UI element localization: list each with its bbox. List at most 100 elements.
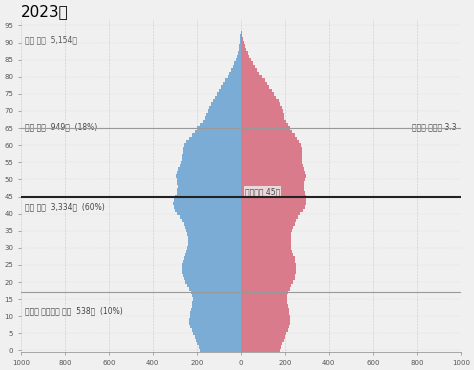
Bar — [241, 311, 289, 314]
Bar — [241, 54, 249, 58]
Bar — [200, 123, 241, 127]
Bar — [189, 287, 241, 290]
Bar — [177, 188, 241, 191]
Bar — [241, 140, 300, 144]
Bar — [202, 120, 241, 123]
Bar — [241, 181, 304, 185]
Bar — [241, 345, 281, 349]
Bar — [241, 339, 283, 342]
Bar — [175, 209, 241, 212]
Bar — [241, 342, 282, 345]
Bar — [180, 164, 241, 168]
Bar — [200, 349, 241, 352]
Bar — [196, 339, 241, 342]
Bar — [186, 249, 241, 253]
Bar — [217, 92, 241, 95]
Bar — [182, 219, 241, 222]
Bar — [241, 157, 301, 161]
Bar — [184, 144, 241, 147]
Bar — [241, 102, 281, 106]
Bar — [241, 277, 294, 280]
Bar — [241, 263, 296, 267]
Bar — [241, 89, 272, 92]
Bar — [240, 37, 241, 41]
Bar — [192, 297, 241, 301]
Bar — [241, 188, 304, 191]
Bar — [237, 54, 241, 58]
Bar — [241, 270, 296, 273]
Bar — [191, 290, 241, 294]
Bar — [241, 127, 290, 130]
Bar — [185, 226, 241, 229]
Bar — [241, 31, 242, 34]
Bar — [186, 140, 241, 144]
Bar — [241, 301, 287, 304]
Text: 초중고 취학연령 인구  538만  (10%): 초중고 취학연령 인구 538만 (10%) — [25, 307, 123, 316]
Bar — [241, 308, 289, 311]
Bar — [188, 239, 241, 243]
Bar — [177, 191, 241, 195]
Bar — [241, 51, 247, 54]
Bar — [228, 75, 241, 78]
Bar — [188, 236, 241, 239]
Bar — [189, 318, 241, 322]
Bar — [241, 61, 253, 65]
Bar — [178, 185, 241, 188]
Bar — [184, 256, 241, 260]
Bar — [241, 144, 301, 147]
Bar — [241, 256, 294, 260]
Bar — [181, 161, 241, 164]
Text: 노동 인구  3,334만  (60%): 노동 인구 3,334만 (60%) — [25, 202, 105, 211]
Bar — [241, 37, 243, 41]
Bar — [213, 99, 241, 102]
Bar — [241, 287, 290, 290]
Bar — [241, 68, 257, 72]
Bar — [241, 267, 296, 270]
Bar — [185, 280, 241, 284]
Bar — [173, 205, 241, 209]
Bar — [241, 222, 294, 226]
Bar — [241, 137, 297, 140]
Bar — [241, 236, 291, 239]
Bar — [182, 267, 241, 270]
Bar — [175, 195, 241, 198]
Bar — [189, 322, 241, 325]
Bar — [241, 209, 302, 212]
Bar — [182, 273, 241, 277]
Bar — [241, 332, 286, 335]
Bar — [241, 253, 293, 256]
Bar — [241, 130, 292, 133]
Bar — [241, 92, 274, 95]
Bar — [241, 318, 290, 322]
Bar — [241, 260, 295, 263]
Bar — [241, 243, 291, 246]
Bar — [241, 161, 302, 164]
Bar — [238, 48, 241, 51]
Bar — [178, 168, 241, 171]
Bar — [182, 157, 241, 161]
Bar — [177, 181, 241, 185]
Text: 노인 인구  949만  (18%): 노인 인구 949만 (18%) — [25, 122, 98, 131]
Bar — [241, 133, 295, 137]
Bar — [241, 164, 303, 168]
Bar — [204, 116, 241, 120]
Bar — [241, 178, 305, 181]
Bar — [191, 308, 241, 311]
Text: 전체 인구  5,154만: 전체 인구 5,154만 — [25, 36, 77, 45]
Bar — [241, 78, 264, 82]
Bar — [241, 202, 306, 205]
Bar — [241, 174, 306, 178]
Bar — [187, 232, 241, 236]
Bar — [192, 294, 241, 297]
Bar — [241, 44, 245, 48]
Bar — [241, 41, 244, 44]
Bar — [241, 113, 283, 116]
Bar — [241, 147, 302, 150]
Bar — [223, 82, 241, 85]
Bar — [219, 89, 241, 92]
Bar — [241, 168, 304, 171]
Bar — [241, 123, 288, 127]
Bar — [234, 61, 241, 65]
Bar — [241, 95, 276, 99]
Bar — [195, 130, 241, 133]
